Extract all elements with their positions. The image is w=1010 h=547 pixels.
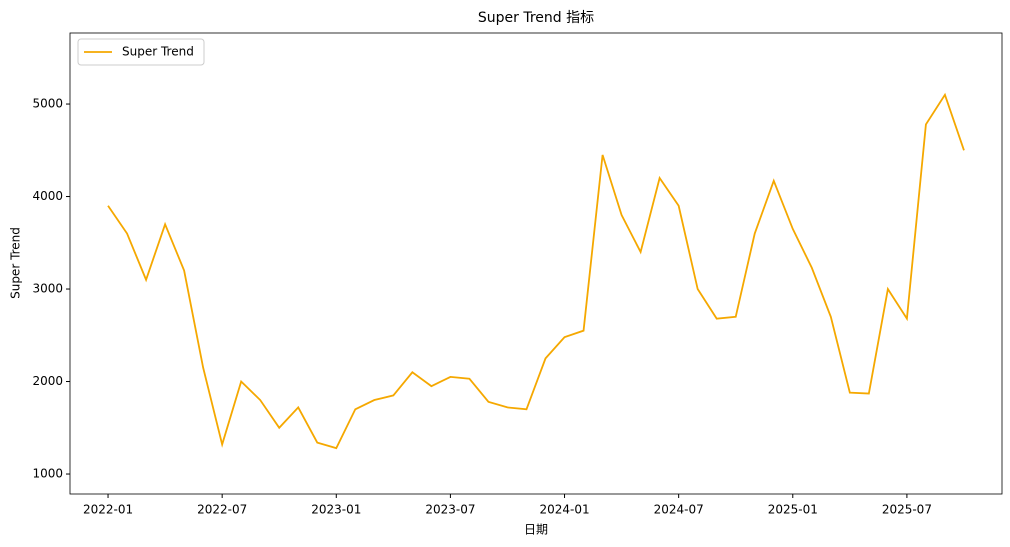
y-axis-label: Super Trend <box>9 227 23 299</box>
y-tick-label: 2000 <box>32 374 63 388</box>
y-tick-label: 5000 <box>32 97 63 111</box>
x-tick-label: 2024-01 <box>539 503 589 517</box>
plot-frame <box>69 32 1003 495</box>
x-axis-label: 日期 <box>524 523 548 537</box>
x-tick-label: 2022-01 <box>83 503 133 517</box>
y-tick-label: 1000 <box>32 467 63 481</box>
x-tick-label: 2022-07 <box>197 503 247 517</box>
x-tick-label: 2023-07 <box>425 503 475 517</box>
chart-title: Super Trend 指标 <box>478 10 594 26</box>
legend-box <box>77 38 205 66</box>
y-tick-label: 3000 <box>32 282 63 296</box>
legend-label: Super Trend <box>122 45 194 59</box>
y-tick-label: 4000 <box>32 189 63 203</box>
x-tick-label: 2023-01 <box>311 503 361 517</box>
x-tick-label: 2024-07 <box>654 503 704 517</box>
x-tick-label: 2025-01 <box>768 503 818 517</box>
x-tick-label: 2025-07 <box>882 503 932 517</box>
data-line <box>107 92 965 450</box>
